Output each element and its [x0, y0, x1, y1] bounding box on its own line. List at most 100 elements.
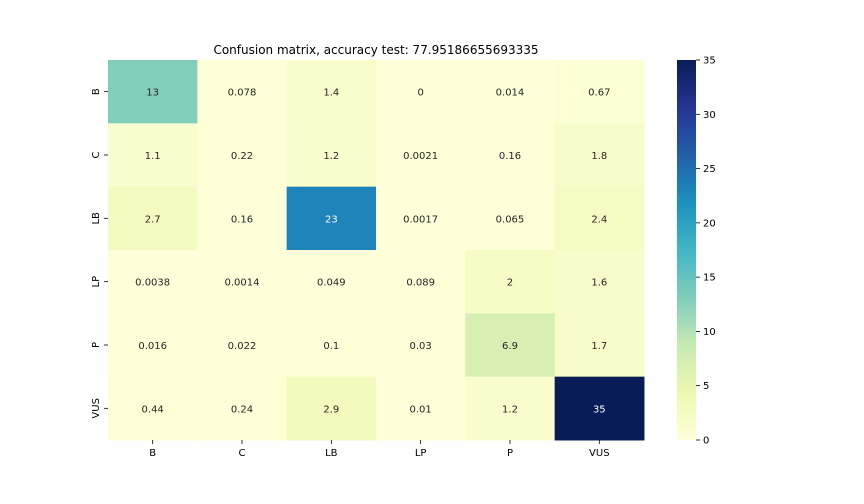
colorbar-tick-label-20: 20 [703, 218, 716, 229]
heatmap-cell-VUS-B [108, 376, 198, 441]
cell-label-VUS-C: 0.24 [231, 404, 253, 415]
cell-label-LB-P: 0.065 [496, 214, 525, 225]
cell-label-B-VUS: 0.67 [588, 88, 610, 99]
cell-label-C-LP: 0.0021 [403, 151, 438, 162]
y-tick-label-B: B [91, 88, 102, 95]
cell-label-VUS-B: 0.44 [142, 404, 164, 415]
heatmap-cell-B-VUS [554, 60, 645, 124]
cell-label-LP-LP: 0.089 [406, 278, 435, 289]
cell-label-LP-P: 2 [507, 278, 513, 289]
cell-label-LP-C: 0.0014 [224, 278, 259, 289]
heatmap-cell-LB-C [197, 186, 288, 251]
heatmap-cell-VUS-VUS [554, 376, 645, 441]
cell-label-B-LP: 0 [417, 88, 423, 99]
x-tick-label-LB: LB [325, 448, 338, 459]
heatmap-cell-P-LB [286, 313, 377, 378]
x-tick-label-B: B [149, 448, 156, 459]
cell-label-VUS-LP: 0.01 [410, 404, 432, 415]
x-tick-label-VUS: VUS [589, 448, 610, 459]
heatmap-cell-B-LB [286, 60, 377, 124]
heatmap-cell-LP-B [108, 249, 198, 314]
heatmap-cells [108, 60, 645, 441]
y-axis: B C LB LP P VUS [91, 88, 108, 419]
cell-label-P-P: 6.9 [502, 341, 518, 352]
heatmap-cell-P-LP [375, 313, 466, 378]
heatmap-cell-LB-LP [375, 186, 466, 251]
cell-label-C-B: 1.1 [145, 151, 161, 162]
cell-label-P-LB: 0.1 [323, 341, 339, 352]
cell-label-B-C: 0.078 [228, 88, 257, 99]
x-tick-label-LP: LP [415, 448, 427, 459]
colorbar: 0 5 10 15 20 25 30 35 [677, 56, 716, 447]
heatmap-cell-P-VUS [554, 313, 645, 378]
cell-label-VUS-LB: 2.9 [323, 404, 339, 415]
cell-label-LB-VUS: 2.4 [591, 214, 607, 225]
heatmap-cell-VUS-P [465, 376, 556, 441]
heatmap-cell-VUS-LP [375, 376, 466, 441]
heatmap-cell-LP-C [197, 249, 288, 314]
heatmap-cell-LB-LB [286, 186, 377, 251]
cell-label-LP-B: 0.0038 [135, 278, 170, 289]
heatmap-cell-LP-VUS [554, 249, 645, 314]
heatmap-cell-LB-VUS [554, 186, 645, 251]
heatmap-cell-B-P [465, 60, 556, 124]
cell-label-B-LB: 1.4 [323, 88, 339, 99]
y-tick-label-LP: LP [91, 276, 102, 288]
y-tick-label-C: C [91, 151, 102, 158]
cell-label-B-P: 0.014 [496, 88, 525, 99]
cell-label-B-B: 13 [146, 88, 159, 99]
cell-label-LP-LB: 0.049 [317, 278, 346, 289]
heatmap-cell-B-C [197, 60, 288, 124]
chart-title: Confusion matrix, accuracy test: 77.9518… [213, 43, 538, 57]
colorbar-tick-label-0: 0 [703, 436, 709, 447]
cell-label-LB-LP: 0.0017 [403, 214, 438, 225]
colorbar-tick-label-35: 35 [703, 56, 716, 67]
heatmap-cell-C-LP [375, 123, 466, 188]
heatmap-cell-C-VUS [554, 123, 645, 188]
colorbar-tick-label-30: 30 [703, 110, 716, 121]
colorbar-tick-label-5: 5 [703, 381, 709, 392]
heatmap-cell-P-B [108, 313, 198, 378]
heatmap-cell-C-LB [286, 123, 377, 188]
cell-label-VUS-VUS: 35 [593, 404, 606, 415]
x-tick-label-P: P [507, 448, 513, 459]
cell-label-LP-VUS: 1.6 [591, 278, 607, 289]
heatmap-cell-B-LP [375, 60, 466, 124]
heatmap-cell-VUS-C [197, 376, 288, 441]
cell-label-P-C: 0.022 [228, 341, 257, 352]
cell-label-LB-C: 0.16 [231, 214, 253, 225]
heatmap-cell-B-B [108, 60, 198, 124]
heatmap-cell-LP-P [465, 249, 556, 314]
cell-label-C-LB: 1.2 [323, 151, 339, 162]
heatmap-cell-C-B [108, 123, 198, 188]
cell-label-C-C: 0.22 [231, 151, 253, 162]
colorbar-tick-label-10: 10 [703, 327, 716, 338]
heatmap-cell-P-C [197, 313, 288, 378]
heatmap-cell-LB-P [465, 186, 556, 251]
cell-label-LB-LB: 23 [325, 214, 338, 225]
y-tick-label-LB: LB [91, 212, 102, 225]
cell-label-C-P: 0.16 [499, 151, 521, 162]
heatmap-cell-C-P [465, 123, 556, 188]
colorbar-gradient [677, 60, 696, 440]
cell-label-VUS-P: 1.2 [502, 404, 518, 415]
cell-label-C-VUS: 1.8 [591, 151, 607, 162]
cell-label-P-VUS: 1.7 [591, 341, 607, 352]
heatmap-cell-P-P [465, 313, 556, 378]
cell-label-P-LP: 0.03 [410, 341, 432, 352]
y-tick-label-VUS: VUS [91, 398, 102, 419]
heatmap-cell-labels: 13 0.078 1.4 0 0.014 0.671.1 0.22 1.2 0.0021 0.16… [135, 88, 610, 416]
y-tick-label-P: P [91, 342, 102, 348]
x-axis: B C LB LP P VUS [149, 439, 610, 459]
colorbar-tick-label-15: 15 [703, 273, 716, 284]
heatmap-cell-C-C [197, 123, 288, 188]
heatmap-cell-LB-B [108, 186, 198, 251]
cell-label-LB-B: 2.7 [145, 214, 161, 225]
heatmap-cell-LP-LB [286, 249, 377, 314]
x-tick-label-C: C [239, 448, 246, 459]
cell-label-P-B: 0.016 [138, 341, 167, 352]
heatmap-cell-VUS-LB [286, 376, 377, 441]
colorbar-tick-label-25: 25 [703, 164, 716, 175]
heatmap-cell-LP-LP [375, 249, 466, 314]
